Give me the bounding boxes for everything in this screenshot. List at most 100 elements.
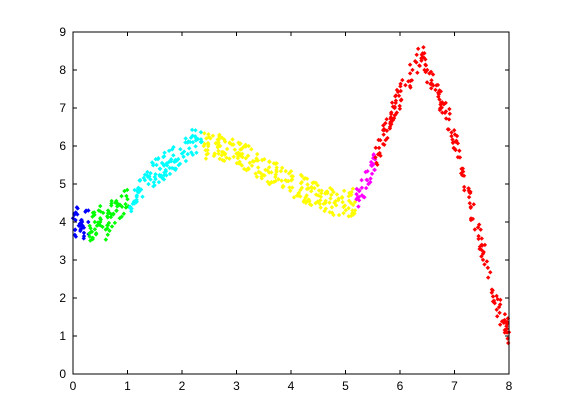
data-point	[123, 201, 128, 207]
x-tick-label: 7	[451, 379, 458, 393]
data-point	[327, 200, 332, 205]
data-point	[350, 202, 356, 208]
data-point	[488, 270, 493, 275]
data-point	[193, 128, 198, 133]
y-tick-label: 8	[59, 63, 66, 77]
data-point	[216, 151, 221, 156]
data-point	[189, 127, 195, 133]
data-point	[417, 63, 422, 68]
data-point	[81, 230, 87, 236]
x-axis-ticks: 0 1 2 3 4 5 6 7 8	[70, 32, 513, 393]
data-point	[329, 187, 335, 192]
data-point	[73, 234, 79, 239]
data-point	[114, 198, 119, 204]
data-point	[453, 139, 458, 144]
data-point	[389, 110, 394, 115]
data-point	[88, 226, 93, 231]
data-point	[269, 170, 274, 175]
data-point	[356, 194, 362, 200]
data-point	[454, 133, 460, 139]
data-point	[481, 249, 486, 255]
data-point	[271, 179, 277, 185]
data-point	[306, 199, 312, 204]
data-point	[442, 110, 448, 116]
data-point	[81, 233, 87, 239]
data-point	[237, 159, 242, 164]
data-point	[311, 180, 317, 185]
data-point	[451, 145, 456, 151]
data-point	[398, 81, 403, 87]
data-point	[203, 148, 208, 153]
data-point	[210, 133, 216, 138]
data-point	[414, 52, 419, 57]
data-point	[476, 233, 481, 239]
x-tick-label: 3	[233, 379, 240, 393]
data-point	[183, 136, 188, 141]
data-point	[368, 162, 374, 168]
x-tick-label: 6	[397, 379, 404, 393]
x-tick-label: 1	[124, 379, 131, 393]
data-point	[166, 148, 172, 154]
data-point	[368, 159, 374, 165]
data-point	[112, 220, 118, 226]
data-point	[164, 161, 169, 166]
data-point	[276, 177, 281, 182]
data-point	[494, 314, 500, 319]
data-point	[315, 199, 320, 204]
data-point	[429, 86, 434, 91]
data-point	[412, 59, 418, 64]
data-point	[329, 192, 334, 198]
data-point	[354, 191, 359, 197]
data-point	[205, 140, 211, 146]
data-point	[262, 173, 267, 178]
data-point	[134, 200, 139, 205]
data-point	[256, 165, 261, 170]
data-point	[403, 83, 408, 88]
data-point	[393, 94, 398, 99]
data-point	[198, 139, 204, 145]
data-point	[222, 139, 228, 144]
data-point	[398, 98, 404, 103]
data-point	[92, 210, 97, 215]
data-point	[254, 174, 260, 180]
data-point	[457, 148, 462, 153]
data-point	[390, 104, 396, 109]
y-tick-label: 6	[59, 139, 66, 153]
data-point	[74, 205, 80, 210]
data-point	[394, 110, 399, 115]
data-point	[98, 209, 103, 214]
data-point	[299, 173, 305, 179]
x-tick-label: 4	[288, 379, 295, 393]
data-point	[502, 330, 508, 335]
data-point	[145, 174, 151, 180]
data-point	[105, 232, 110, 237]
data-point	[301, 176, 307, 182]
y-tick-label: 9	[59, 25, 66, 39]
data-point	[198, 130, 204, 135]
data-point	[482, 242, 488, 248]
data-point	[190, 133, 195, 138]
data-point	[491, 298, 497, 304]
data-point	[434, 83, 439, 88]
data-point	[72, 227, 78, 233]
data-point	[423, 63, 429, 68]
data-point	[265, 168, 270, 173]
data-point	[323, 198, 328, 204]
data-point	[304, 186, 310, 192]
data-point	[161, 163, 167, 168]
data-point	[443, 100, 448, 106]
data-point	[273, 178, 278, 184]
data-point	[421, 45, 426, 50]
data-point	[90, 235, 95, 240]
data-point	[162, 150, 167, 155]
data-point	[255, 158, 261, 163]
data-point	[119, 193, 124, 199]
data-point	[447, 106, 452, 112]
data-point	[212, 151, 217, 156]
data-point	[106, 220, 112, 226]
x-tick-label: 5	[342, 379, 349, 393]
data-point	[346, 206, 351, 211]
data-point	[384, 128, 390, 133]
data-point	[193, 135, 198, 140]
data-point	[105, 215, 111, 220]
